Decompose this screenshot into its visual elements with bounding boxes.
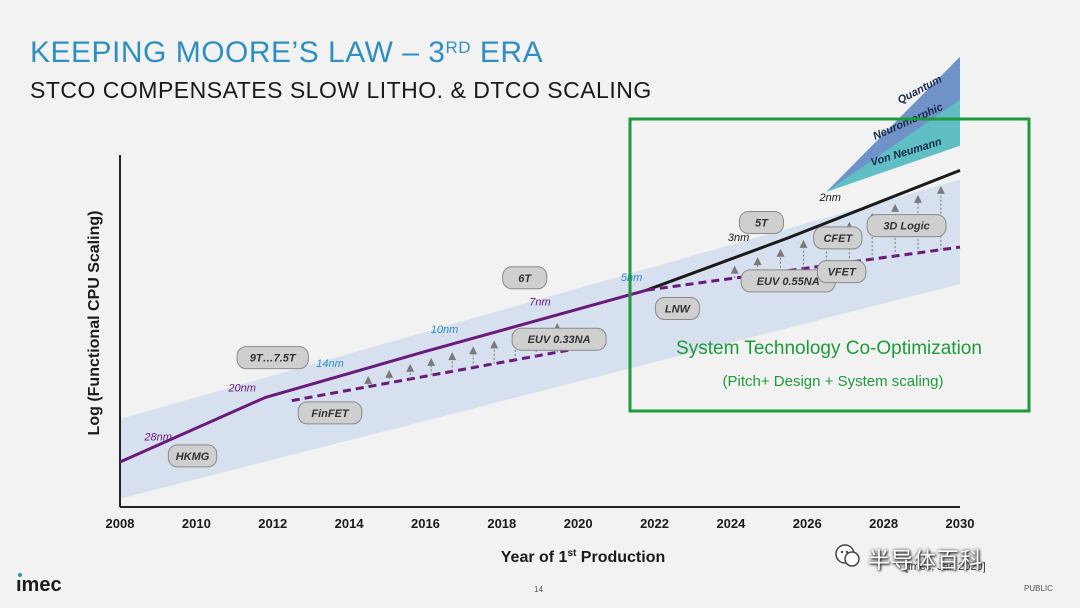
arrow-head [936, 185, 945, 194]
box-5t [738, 211, 784, 235]
x-tick-2022: 2022 [640, 516, 669, 531]
x-tick-2018: 2018 [487, 516, 516, 531]
box-label-vfet: VFET [828, 267, 857, 279]
box-3d-logic [866, 214, 947, 238]
x-tick-2026: 2026 [793, 516, 822, 531]
logo-dot [18, 573, 22, 577]
arrow-head [799, 239, 808, 248]
y-axis-title: Log (Functional CPU Scaling) [86, 211, 103, 436]
arrow-head [490, 340, 499, 349]
arrow-head [364, 375, 373, 384]
node-labels: 28nm 20nm 14nm 10nm 7nm 5nm 3nm 2nm [143, 192, 840, 443]
source-note: [imec, Jan 2020] [905, 561, 986, 573]
neuromorphic-band [826, 99, 960, 192]
box-euv-0-33na [511, 327, 607, 351]
box-cfet [813, 226, 863, 250]
stco-highlight-box [628, 117, 1031, 413]
node-label-20nm: 20nm [227, 382, 256, 394]
quantum-band [826, 56, 960, 192]
stco-title: System Technology Co-Optimization [676, 338, 982, 359]
wechat-icon [835, 544, 860, 567]
slide-subtitle: STCO COMPENSATES SLOW LITHO. & DTCO SCAL… [30, 77, 652, 103]
node-label-5nm: 5nm [621, 272, 642, 284]
x-tick-2012: 2012 [258, 516, 287, 531]
node-label-2nm: 2nm [818, 192, 840, 204]
arrow-head [753, 257, 762, 266]
series-line-1 [119, 288, 648, 464]
box-vfet [816, 260, 867, 284]
slide-title-main: KEEPING MOORE’S LAW – 3 [30, 36, 446, 69]
x-tick-2024: 2024 [716, 516, 746, 531]
arrow-head [776, 248, 785, 257]
box-label-euv-0-55na: EUV 0.55NA [757, 276, 820, 288]
arrow-head [891, 203, 900, 212]
box-label-5t: 5T [755, 218, 769, 230]
x-axis-title: Year of 1st Production [501, 548, 666, 566]
box-6t [502, 266, 548, 290]
node-label-7nm: 7nm [529, 296, 550, 308]
x-tick-2028: 2028 [869, 516, 898, 531]
box-label-finfet: FinFET [311, 408, 350, 420]
arrow-head [385, 369, 394, 378]
box-lnw [654, 297, 700, 320]
node-label-3nm: 3nm [728, 232, 749, 244]
box-hkmg [167, 444, 218, 468]
series-line-2 [646, 168, 961, 292]
box-finfet [297, 401, 363, 425]
x-tick-2016: 2016 [411, 516, 440, 531]
arrow-head [427, 357, 436, 366]
arrow-head [448, 352, 457, 361]
arrow-head [469, 346, 478, 355]
x-tick-2020: 2020 [564, 516, 593, 531]
node-label-14nm: 14nm [316, 358, 344, 370]
node-label-28nm: 28nm [143, 432, 172, 444]
arrow-head [406, 363, 415, 372]
box-label-cfet: CFET [823, 233, 853, 245]
slide-title-end: ERA [471, 36, 544, 69]
node-label-10nm: 10nm [431, 324, 459, 336]
slide-title-superscript: RD [445, 38, 472, 57]
box-label-9t-7-5t: 9T…7.5T [250, 353, 297, 365]
slide-title: KEEPING MOORE’S LAW – 3RD ERA [30, 36, 543, 70]
watermark-text: 半导体百科 [868, 549, 984, 574]
dashed-trend-1 [291, 346, 579, 403]
chart-axes [119, 155, 960, 508]
imec-logo: ımec [16, 574, 62, 596]
x-tick-2014: 2014 [335, 516, 365, 531]
arrow-head [914, 194, 922, 203]
x-tick-2030: 2030 [946, 516, 975, 531]
stco-subtitle: (Pitch+ Design + System scaling) [723, 373, 944, 390]
box-label-lnw: LNW [665, 304, 692, 316]
x-tick-2010: 2010 [182, 516, 211, 531]
box-9t-7-5t [236, 346, 309, 370]
box-label-6t: 6T [518, 273, 532, 285]
technology-boxes: HKMG 9T…7.5T FinFET 6T EUV 0.33NA LNW 5T EUV 0.… [167, 211, 947, 468]
arrow-head [730, 265, 739, 274]
x-tick-2008: 2008 [106, 516, 135, 531]
box-label-3d-logic: 3D Logic [883, 221, 929, 233]
page-number: 14 [534, 585, 543, 594]
box-label-euv-0-33na: EUV 0.33NA [528, 334, 591, 346]
classification-label: PUBLIC [1024, 584, 1053, 593]
box-label-hkmg: HKMG [176, 451, 210, 463]
x-tick-labels: 2008 2010 2012 2014 2016 2018 2020 2022 2024 2026… [106, 516, 975, 531]
